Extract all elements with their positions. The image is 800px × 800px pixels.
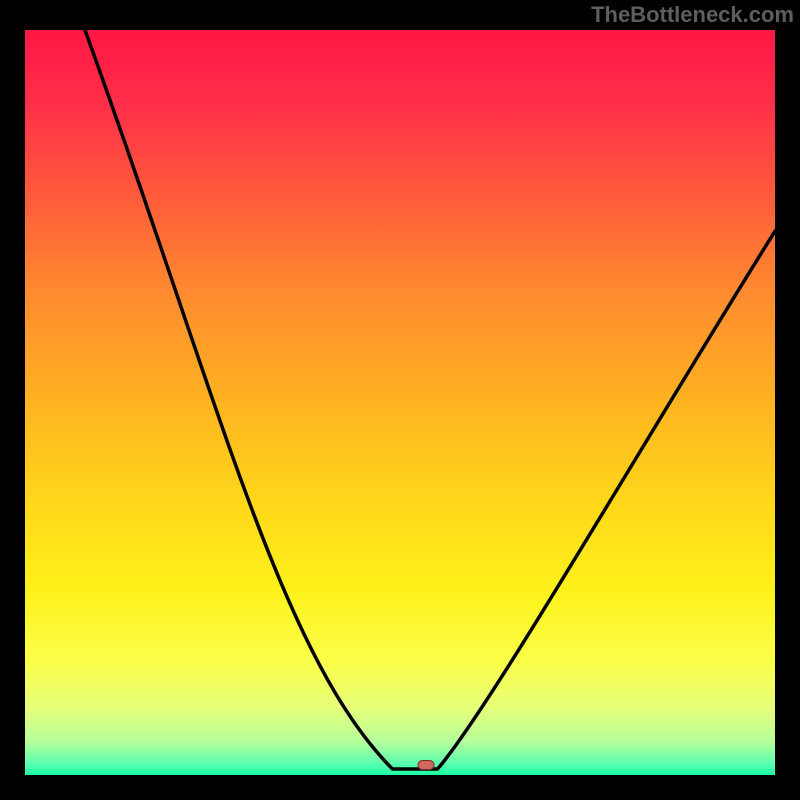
- gradient-background: [25, 30, 775, 775]
- plot-area: [25, 30, 775, 775]
- watermark-label: TheBottleneck.com: [591, 2, 794, 28]
- optimal-point-marker: [418, 760, 435, 770]
- chart-container: TheBottleneck.com: [0, 0, 800, 800]
